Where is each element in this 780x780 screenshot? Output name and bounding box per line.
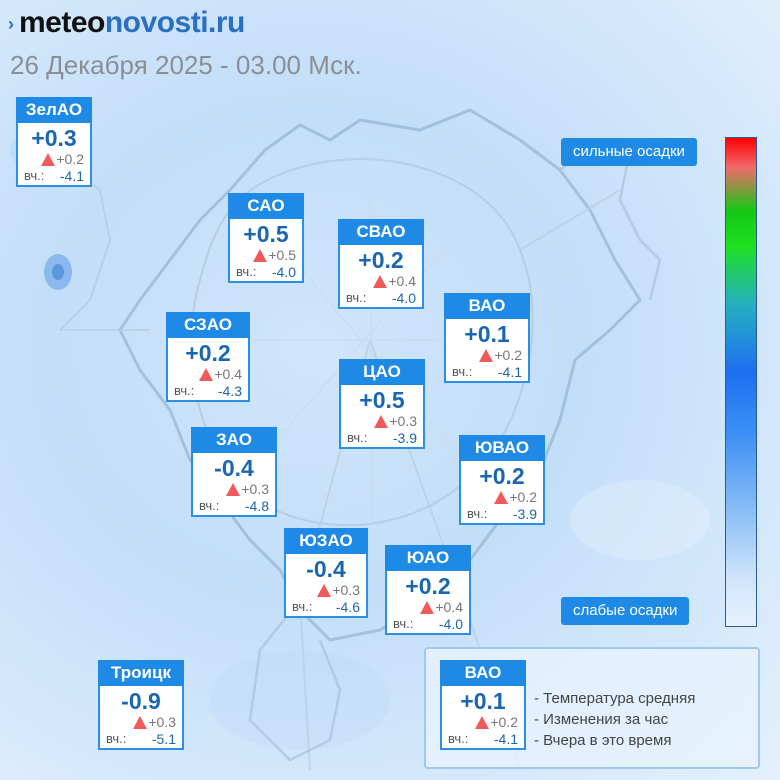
legend-sample-card: ВАО +0.1 +0.2 вч.: -4.1 <box>440 660 526 750</box>
district-change: +0.5 <box>268 247 296 263</box>
district-name: ЮВАО <box>459 435 545 461</box>
increase-triangle-icon <box>253 249 268 262</box>
district-name: Троицк <box>98 660 184 686</box>
district-temp: +0.2 <box>405 573 451 599</box>
district-yesterday: -4.8 <box>244 498 269 514</box>
legend-line-temp: - Температура средняя <box>534 690 696 707</box>
increase-triangle-icon <box>374 415 389 428</box>
district-change: +0.3 <box>389 413 417 429</box>
scale-bottom-label: слабые осадки <box>561 597 690 625</box>
district-temp: -0.9 <box>121 688 161 714</box>
district-name: ЮАО <box>385 545 471 571</box>
district-yesterday: -4.6 <box>335 599 360 615</box>
district-name: ВАО <box>444 293 530 319</box>
district-card-yuzao: ЮЗАО -0.4 +0.3 вч.: -4.6 <box>284 528 368 618</box>
district-temp: +0.5 <box>243 221 289 247</box>
district-card-zao: ЗАО -0.4 +0.3 вч.: -4.8 <box>191 427 277 517</box>
district-card-szao: СЗАО +0.2 +0.4 вч.: -4.3 <box>166 312 250 402</box>
increase-triangle-icon <box>494 491 509 504</box>
district-card-svao: СВАО +0.2 +0.4 вч.: -4.0 <box>338 219 424 309</box>
district-card-yuvao: ЮВАО +0.2 +0.2 вч.: -3.9 <box>459 435 545 525</box>
yesterday-label: вч.: <box>292 599 313 614</box>
district-temp: +0.1 <box>464 321 510 347</box>
increase-triangle-icon <box>475 716 490 729</box>
district-yesterday: -4.3 <box>217 383 242 399</box>
district-name: САО <box>228 193 304 219</box>
district-yesterday: -5.1 <box>151 731 176 747</box>
increase-triangle-icon <box>317 584 332 597</box>
district-temp: +0.2 <box>479 463 525 489</box>
yesterday-label: вч.: <box>347 430 368 445</box>
precipitation-color-scale <box>725 137 757 627</box>
district-name: СВАО <box>338 219 424 245</box>
increase-triangle-icon <box>199 368 214 381</box>
district-temp: -0.4 <box>306 556 346 582</box>
site-logo: › meteonovosti.ru <box>8 6 245 40</box>
district-temp: -0.4 <box>214 455 254 481</box>
district-name: СЗАО <box>166 312 250 338</box>
yesterday-label: вч.: <box>448 731 469 746</box>
district-change: +0.2 <box>56 151 84 167</box>
district-yesterday: -4.0 <box>391 290 416 306</box>
yesterday-label: вч.: <box>24 168 45 183</box>
yesterday-label: вч.: <box>106 731 127 746</box>
district-yesterday: -3.9 <box>512 506 537 522</box>
district-change: +0.3 <box>241 481 269 497</box>
increase-triangle-icon <box>373 275 388 288</box>
district-yesterday: -4.1 <box>497 364 522 380</box>
legend-descriptions: - Температура средняя - Изменения за час… <box>534 688 695 751</box>
yesterday-label: вч.: <box>346 290 367 305</box>
district-card-cao: ЦАО +0.5 +0.3 вч.: -3.9 <box>339 359 425 449</box>
district-name: ЗАО <box>191 427 277 453</box>
district-yesterday: -4.1 <box>59 168 84 184</box>
district-temp: +0.2 <box>185 340 231 366</box>
brand-part1: meteo <box>19 6 105 39</box>
increase-triangle-icon <box>226 483 241 496</box>
yesterday-label: вч.: <box>452 364 473 379</box>
district-temp: +0.1 <box>460 688 506 714</box>
forecast-datetime: 26 Декабря 2025 - 03.00 Мск. <box>10 50 362 80</box>
scale-top-label: сильные осадки <box>561 138 697 166</box>
increase-triangle-icon <box>133 716 148 729</box>
increase-triangle-icon <box>41 153 56 166</box>
yesterday-label: вч.: <box>236 264 257 279</box>
district-change: +0.2 <box>509 489 537 505</box>
logo-mark-icon: › <box>8 14 14 34</box>
district-name: ВАО <box>440 660 526 686</box>
legend-line-yesterday: - Вчера в это время <box>534 732 672 749</box>
district-card-yuao: ЮАО +0.2 +0.4 вч.: -4.0 <box>385 545 471 635</box>
district-change: +0.4 <box>435 599 463 615</box>
district-change: +0.3 <box>148 714 176 730</box>
increase-triangle-icon <box>479 349 494 362</box>
district-change: +0.2 <box>490 714 518 730</box>
district-change: +0.3 <box>332 582 360 598</box>
yesterday-label: вч.: <box>393 616 414 631</box>
district-card-sao: САО +0.5 +0.5 вч.: -4.0 <box>228 193 304 283</box>
district-temp: +0.3 <box>31 125 77 151</box>
district-name: ЮЗАО <box>284 528 368 554</box>
district-yesterday: -4.1 <box>493 731 518 747</box>
brand-part2: novosti.ru <box>104 6 246 39</box>
yesterday-label: вч.: <box>199 498 220 513</box>
legend-line-change: - Изменения за час <box>534 711 669 728</box>
district-card-zelao: ЗелАО +0.3 +0.2 вч.: -4.1 <box>16 97 92 187</box>
increase-triangle-icon <box>420 601 435 614</box>
district-yesterday: -4.0 <box>271 264 296 280</box>
district-name: ЦАО <box>339 359 425 385</box>
yesterday-label: вч.: <box>174 383 195 398</box>
district-change: +0.2 <box>494 347 522 363</box>
district-yesterday: -3.9 <box>392 430 417 446</box>
district-temp: +0.2 <box>358 247 404 273</box>
yesterday-label: вч.: <box>467 506 488 521</box>
district-change: +0.4 <box>214 366 242 382</box>
district-change: +0.4 <box>388 273 416 289</box>
district-card-vao: ВАО +0.1 +0.2 вч.: -4.1 <box>444 293 530 383</box>
district-card-troitsk: Троицк -0.9 +0.3 вч.: -5.1 <box>98 660 184 750</box>
district-temp: +0.5 <box>359 387 405 413</box>
district-yesterday: -4.0 <box>438 616 463 632</box>
district-name: ЗелАО <box>16 97 92 123</box>
